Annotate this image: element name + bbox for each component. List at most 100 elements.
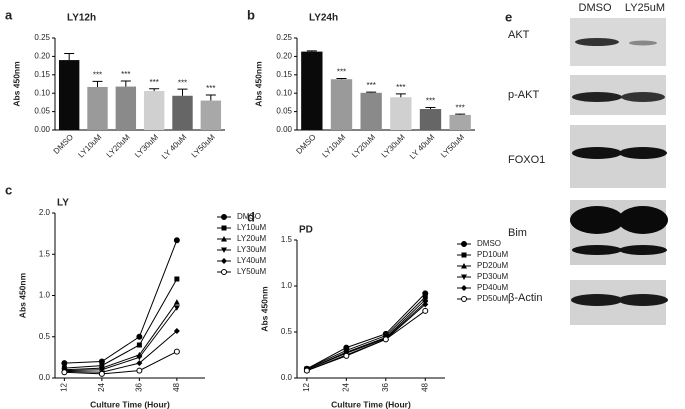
x-tick-label: DMSO [294,133,317,156]
y-tick-label: 1.5 [281,235,293,244]
y-tick-label: 0.25 [34,33,50,42]
bar [58,60,80,130]
series-line [306,296,426,370]
panel-label: b [247,7,255,22]
x-tick-label: LY50uM [190,132,217,159]
bar [390,97,412,130]
error-bar [177,88,188,96]
y-axis-label: Abs 450nm [253,61,263,107]
marker [303,367,310,374]
blot-row: β-Actin [508,292,542,304]
y-axis-label: Abs 450nm [17,272,27,318]
band [572,147,622,159]
legend-marker [221,258,227,264]
y-tick-label: 1.0 [281,281,293,290]
error-bar [64,52,75,61]
y-axis-label: Abs 450nm [11,61,21,107]
x-tick-label: LY20uM [105,132,132,159]
blot-row: FOXO1 [508,154,545,166]
blot-column: LY25uM [625,2,665,14]
x-tick-label: LY10uM [76,132,103,159]
bar [87,86,108,130]
legend-marker [461,296,467,302]
marker [173,348,180,355]
annotation: *** [121,70,130,79]
annotation: *** [366,81,375,90]
bar [449,114,471,130]
legend-marker [221,247,227,253]
legend-label: LY30uM [237,245,267,254]
marker [422,301,429,308]
legend-marker [461,285,467,291]
band [621,92,665,102]
marker [61,360,68,367]
chart-panel: c LY Abs 450nm Culture Time (Hour) 0.0 0.5 1.0… [5,182,267,409]
y-tick-label: 0.05 [276,107,292,116]
y-tick-label: 0.10 [34,88,50,97]
error-bar [455,113,466,115]
legend-marker [461,252,467,258]
panel-label: d [247,209,255,224]
legend-label: PD10uM [477,250,508,259]
series-line [306,310,426,372]
band [572,92,622,102]
error-bar [120,80,131,87]
y-tick-label: 0.00 [276,125,292,134]
legend-marker [221,236,227,242]
series-line [64,278,178,369]
marker [382,336,389,343]
bar [115,86,137,130]
annotation: *** [206,84,215,93]
band [618,294,668,306]
marker [174,276,180,282]
marker [173,237,180,244]
x-tick-label: LY30uM [133,132,160,159]
x-tick-label: 48 [420,382,429,391]
y-tick-label: 2.0 [39,208,51,217]
bar [143,90,165,130]
bar [301,51,323,131]
bar [360,92,382,130]
blot-row: Bim [508,227,527,239]
legend-marker [221,269,227,275]
series-line [64,301,178,371]
x-tick-label: LY 40uM [408,132,437,161]
y-tick-label: 0.5 [281,327,293,336]
marker [98,370,105,377]
series-line [64,351,178,375]
marker [173,327,180,334]
error-bar [92,80,103,87]
panel-label: a [5,7,13,22]
annotation: *** [178,78,187,87]
band [618,206,668,234]
x-tick-label: 24 [341,382,350,391]
chart-panel: d PD Abs 450nm Culture Time (Hour) 0.0 0.5 1.0… [247,209,508,409]
y-tick-label: 0.15 [276,70,292,79]
legend-label: PD40uM [477,283,508,292]
x-tick-label: LY20uM [350,132,377,159]
legend-label: PD30uM [477,272,508,281]
band [619,245,667,255]
annotation: *** [455,103,464,112]
chart-title: PD [299,225,313,236]
annotation: *** [396,83,405,92]
x-tick-label: 12 [59,382,68,391]
chart-title: LY24h [309,13,338,24]
marker [343,352,350,359]
x-tick-label: LY 40uM [160,132,189,161]
y-tick-label: 1.0 [39,291,51,300]
legend-label: LY40uM [237,256,267,265]
chart-panel: b LY24h Abs 450nm 0.00 0.05 0.10 0.15 0.20 0.25 D… [247,7,475,161]
error-bar [306,50,317,52]
x-tick-label: LY50uM [439,132,466,159]
legend-label: LY20uM [237,234,267,243]
chart-title: LY12h [67,13,96,24]
y-tick-label: 0.10 [276,88,292,97]
band [570,206,624,234]
x-tick-label: 36 [134,382,143,391]
band [629,40,657,46]
blot-row: AKT [508,29,530,41]
bar [200,100,222,130]
series-line [306,293,426,370]
band [619,147,667,159]
